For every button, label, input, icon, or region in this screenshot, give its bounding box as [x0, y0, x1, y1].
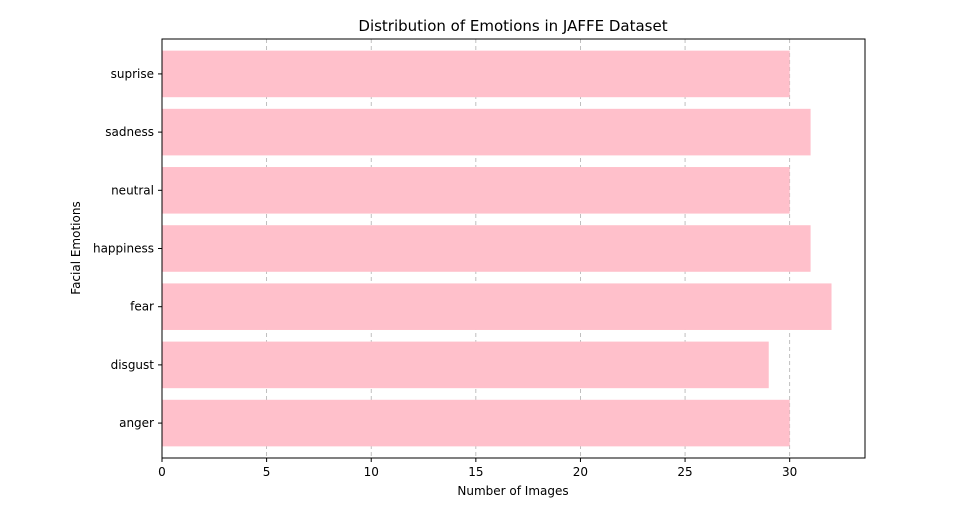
bar-happiness — [162, 225, 811, 272]
y-tick-label: suprise — [111, 67, 154, 81]
y-axis-ticks: anger disgust fear happiness neutral sadness s… — [93, 67, 162, 430]
y-tick-label: fear — [130, 300, 154, 314]
bar-sadness — [162, 108, 811, 156]
x-axis-label: Number of Images — [457, 484, 568, 498]
x-tick-label: 0 — [158, 465, 166, 479]
bar-neutral — [162, 167, 790, 214]
bar-anger — [162, 399, 790, 447]
y-tick-label: disgust — [111, 358, 155, 372]
bars — [162, 50, 832, 447]
bar-disgust — [162, 341, 769, 389]
y-tick-label: anger — [119, 416, 154, 430]
y-tick-label: sadness — [105, 125, 154, 139]
x-tick-label: 5 — [263, 465, 271, 479]
x-tick-label: 30 — [782, 465, 797, 479]
y-axis-label: Facial Emotions — [69, 201, 83, 294]
x-tick-label: 15 — [468, 465, 483, 479]
bar-fear — [162, 283, 832, 330]
chart-title: Distribution of Emotions in JAFFE Datase… — [358, 17, 667, 35]
y-tick-label: neutral — [111, 183, 154, 197]
x-axis-ticks: 0 5 10 15 20 25 30 — [158, 458, 797, 479]
bar-suprise — [162, 50, 790, 98]
x-tick-label: 20 — [573, 465, 588, 479]
x-tick-label: 25 — [677, 465, 692, 479]
x-tick-label: 10 — [364, 465, 379, 479]
y-tick-label: happiness — [93, 242, 154, 256]
